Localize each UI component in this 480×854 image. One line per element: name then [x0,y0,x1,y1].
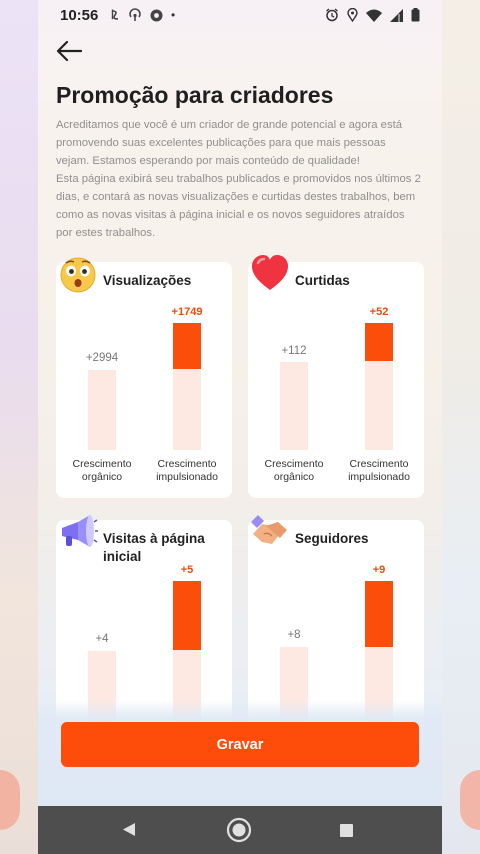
card-title: Seguidores [295,531,369,546]
card-title: Visitas à página inicial [103,531,205,564]
surprised-face-icon [60,257,96,293]
nav-back-icon[interactable] [122,822,136,837]
save-button[interactable]: Gravar [61,722,419,767]
boosted-bar [365,581,393,647]
arrow-left-icon [56,40,83,62]
megaphone-icon [62,515,98,547]
page-title: Promoção para criadores [56,82,334,108]
organic-value: +4 [95,633,109,645]
heart-icon [252,255,288,290]
nav-home-icon[interactable] [226,817,252,843]
card-title: Curtidas [295,273,350,288]
signal-icon [390,8,403,22]
intro-paragraph-1: Acreditamos que você é um criador de gra… [56,119,403,167]
background-decoration [460,770,480,830]
alarm-icon [326,8,338,22]
background-decoration [0,770,20,830]
background-app-right [442,0,480,854]
handshake-icon [251,515,287,544]
boosted-label: Crescimento impulsionado [156,458,218,483]
likes-card: Curtidas +112 +52 Crescimento orgânico C… [248,255,424,498]
status-time: 10:56 [60,7,99,24]
boosted-value: +1749 [171,306,203,318]
organic-value: +8 [287,629,301,641]
wifi-icon [366,9,382,22]
location-icon [347,8,358,22]
app-screen: 10:56 ꟾ • Promoção para criadores Acredi… [38,0,442,854]
organic-bar [280,362,308,450]
organic-label: Crescimento orgânico [72,458,132,483]
card-title: Visualizações [103,273,192,288]
organic-label: Crescimento orgânico [264,458,324,483]
boosted-bar-base [173,369,201,450]
nav-recents-icon[interactable] [340,824,353,837]
chrome-icon [150,9,163,21]
boosted-value: +5 [180,564,194,576]
status-dot: • [171,8,176,22]
svg-text:ꟾ: ꟾ [111,9,114,21]
battery-icon [411,8,420,22]
status-bar: 10:56 ꟾ • [38,0,442,32]
notification-a-icon: ꟾ [111,9,119,21]
status-right-icons [325,8,420,22]
boosted-label: Crescimento impulsionado [348,458,410,483]
boosted-bar [365,323,393,361]
boosted-value: +52 [369,306,389,318]
organic-bar [88,370,116,450]
organic-value: +112 [281,345,307,357]
status-left-icons: ꟾ • [110,8,175,22]
organic-value: +2994 [85,352,119,364]
boosted-bar-base [365,361,393,450]
boosted-bar [173,323,201,369]
background-app-left [0,0,38,854]
system-nav-bar [38,806,442,854]
views-card: Visualizações +2994 +1749 Crescimento or… [56,257,232,498]
hotspot-icon [129,8,141,21]
boosted-bar [173,581,201,650]
intro-paragraph-2: Esta página exibirá seu trabalhos public… [56,173,421,239]
back-button[interactable] [54,36,88,66]
boosted-value: +9 [372,564,386,576]
